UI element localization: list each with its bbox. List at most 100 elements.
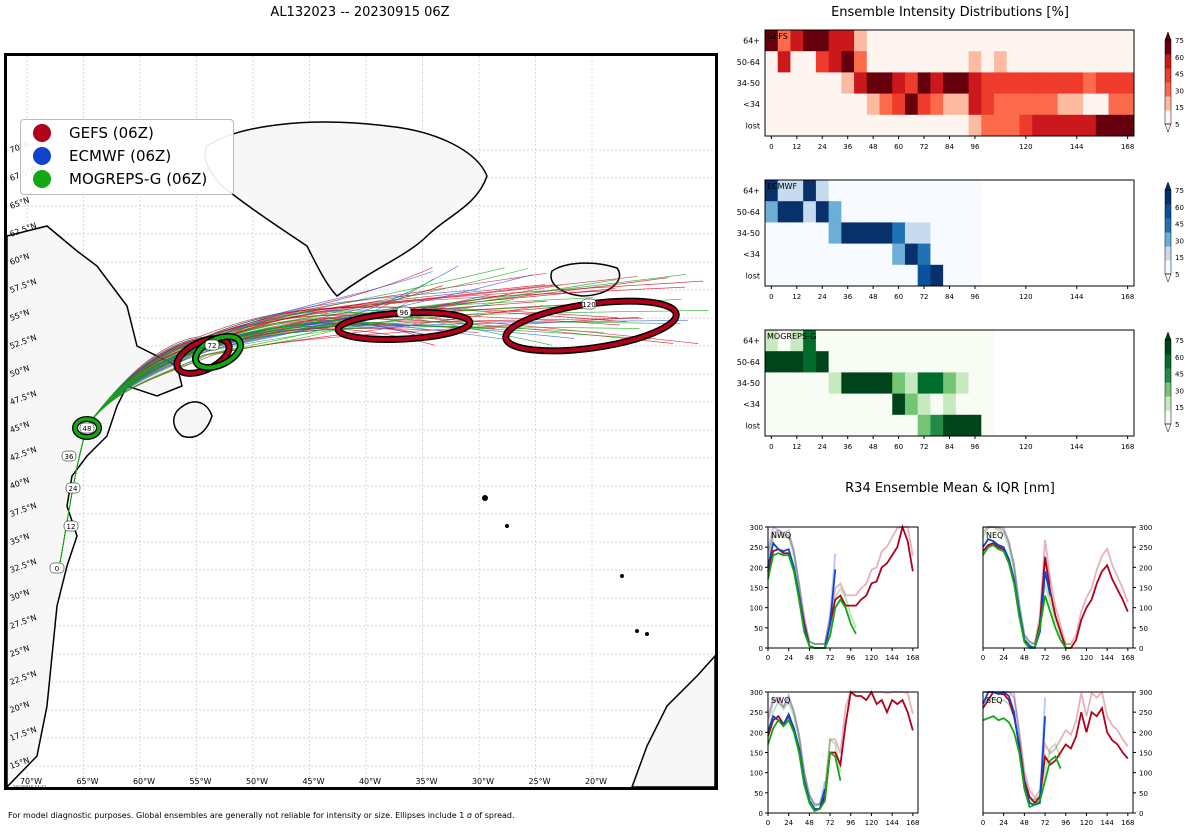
heatmap-cell (1070, 93, 1084, 116)
heatmap-cell (803, 180, 817, 202)
colorbar-tick-label: 45 (1175, 71, 1184, 79)
r34-ytick-label: 0 (759, 810, 763, 818)
colorbar-segment (1165, 232, 1171, 247)
colorbar-tick-label: 5 (1175, 271, 1179, 279)
heatmap-cell (841, 114, 855, 137)
heatmap-cell (765, 330, 779, 352)
heatmap-cell (955, 72, 970, 95)
heatmap-row-label: <34 (743, 250, 760, 259)
track-label-box (581, 298, 597, 310)
heatmap-cell (854, 114, 868, 137)
r34-xtick-label: 144 (885, 819, 899, 827)
r34-xtick-label: 168 (906, 819, 919, 827)
heatmap-cell (790, 114, 804, 137)
heatmap-cell (1108, 30, 1122, 52)
heatmap-cell (968, 264, 982, 287)
heatmap-cell (917, 264, 931, 287)
heatmap-cell (841, 351, 855, 373)
heatmap-cell (854, 93, 868, 116)
heatmap-xtick-label: 144 (1070, 143, 1084, 151)
colorbar-segment (1165, 40, 1171, 55)
colorbar-segment (1165, 218, 1171, 233)
heatmap-cell (841, 30, 855, 52)
r34-ytick-label: 0 (759, 645, 763, 653)
heatmap-cell (803, 264, 817, 287)
heatmap-cell (943, 93, 957, 116)
colorbar-segment (1165, 204, 1171, 219)
heatmap-cell (904, 372, 919, 395)
heatmap-cell (930, 180, 944, 202)
r34-xtick-label: 24 (784, 654, 793, 662)
legend-marker (33, 124, 51, 142)
r34-mean-line (767, 711, 826, 810)
r34-xtick-label: 0 (766, 819, 770, 827)
heatmap-cell (841, 372, 855, 395)
heatmap-cell (841, 264, 855, 287)
heatmap-cell (930, 30, 944, 52)
heatmap-cell (854, 201, 868, 223)
r34-xtick-label: 48 (1020, 819, 1029, 827)
track-label-box (396, 306, 412, 318)
colorbar-extend-bottom (1164, 273, 1172, 283)
heatmap-cell (777, 201, 791, 223)
lon-label: 40°W (359, 777, 381, 786)
heatmap-xtick-label: 72 (920, 293, 929, 301)
heatmap-cell (981, 393, 995, 416)
heatmap-cell (943, 72, 957, 95)
colorbar-frame (1164, 339, 1172, 425)
heatmap-cell (1019, 51, 1033, 73)
heatmap-cell (866, 351, 881, 373)
heatmap-cell (879, 222, 893, 245)
heatmap-cell (828, 30, 842, 52)
heatmap-cell (879, 351, 893, 373)
r34-iqr-line (767, 692, 826, 806)
heatmap-cell (777, 414, 791, 437)
ensemble-track (58, 286, 685, 569)
heatmap-xtick-label: 48 (869, 293, 878, 301)
heatmap-cell (981, 72, 995, 95)
heatmap-cell (1032, 72, 1046, 95)
heatmap-cell (955, 393, 970, 416)
heatmap-cell (1070, 114, 1084, 137)
heatmap-cell (981, 51, 995, 73)
track-label-box (65, 482, 81, 494)
intensity-heatmap-mogreps-g: MOGREPS-G 64+ 50-64 34-50 <34 lost 0 12 24 36 48 60… (737, 329, 1184, 451)
heatmap-cell (815, 51, 830, 73)
heatmap-cell (981, 372, 995, 395)
map-panel: 0 12 24 36 48 72 96 120 20230915 14:13 70°W 65°W 6… (4, 53, 718, 790)
heatmap-cell (930, 351, 944, 373)
r34-mean-line (982, 690, 1129, 805)
intensity-heatmap-ecmwf: ECMWF 64+ 50-64 34-50 <34 lost 0 12 24 36 48 60 72 84… (737, 179, 1184, 301)
colorbar-tick-label: 60 (1175, 354, 1184, 362)
heatmap-cell (1044, 30, 1059, 52)
r34-ytick-label: 0 (1139, 645, 1143, 653)
legend-label: MOGREPS-G (06Z) (69, 170, 208, 188)
heatmap-cell (1083, 114, 1097, 137)
heatmap-cell (943, 264, 957, 287)
heatmap-cell (803, 372, 817, 395)
heatmap-cell (866, 222, 881, 245)
heatmap-cell (790, 72, 804, 95)
r34-iqr-line (767, 533, 857, 645)
r34-xtick-label: 120 (865, 654, 878, 662)
colorbar-tick-label: 45 (1175, 221, 1184, 229)
heatmap-row-label: lost (746, 121, 760, 130)
colorbar-tick-label: 30 (1175, 87, 1184, 95)
r34-ytick-label: 0 (1139, 810, 1143, 818)
heatmap-cell (815, 414, 830, 437)
r34-iqr-line (982, 526, 1129, 646)
heatmap-cell (866, 114, 881, 137)
azores (482, 495, 488, 501)
r34-ytick-label: 250 (1139, 544, 1152, 552)
north-america (7, 225, 183, 787)
heatmap-cell (930, 72, 944, 95)
r34-xtick-label: 72 (826, 654, 835, 662)
heatmap-xtick-label: 12 (792, 443, 801, 451)
heatmap-cell (854, 264, 868, 287)
heatmap-cell (930, 330, 944, 352)
heatmap-cell (803, 222, 817, 245)
greenland (204, 121, 488, 297)
r34-xtick-label: 144 (1100, 654, 1114, 662)
heatmap-cell (1083, 93, 1097, 116)
r34-panel-nwq: NWQ 0 24 48 72 96 120 144 168 0 50 100 150 200 250 300 (750, 523, 920, 662)
